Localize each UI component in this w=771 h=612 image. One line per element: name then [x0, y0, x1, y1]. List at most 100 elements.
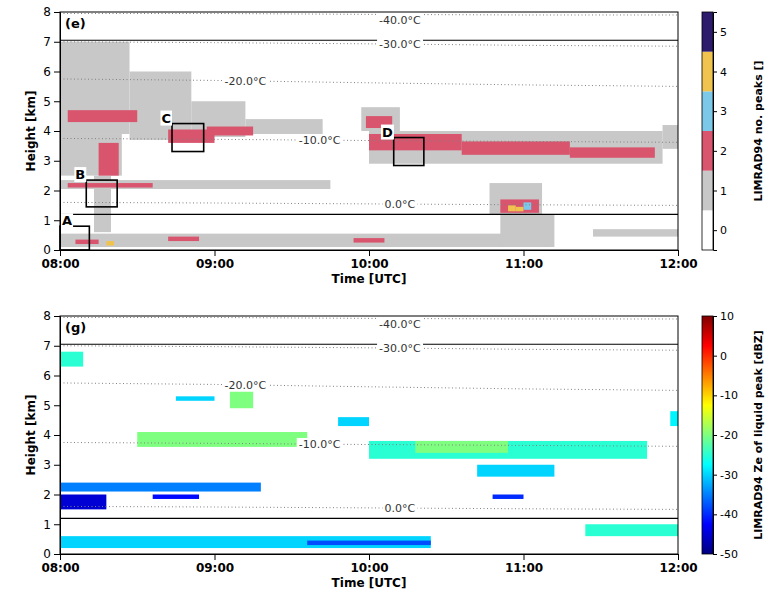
- x-tick: 11:00: [505, 554, 543, 575]
- colorbar-axis: -50-40-30-20-10010: [713, 310, 738, 561]
- cell: [68, 183, 153, 187]
- y-tick-mark: [54, 161, 60, 162]
- y-tick: 3: [43, 458, 60, 472]
- x-tick-label: 09:00: [196, 561, 234, 575]
- cell: [338, 417, 369, 426]
- isotherm-label-group: -30.0°C: [377, 342, 423, 355]
- y-tick-label: 0: [43, 243, 51, 257]
- y-tick-mark: [54, 495, 60, 496]
- x-tick-mark: [369, 250, 370, 256]
- label-background: [377, 14, 423, 27]
- cell: [361, 107, 400, 131]
- plot-frame: [60, 316, 678, 554]
- isotherm-line: [60, 13, 678, 14]
- y-tick-label: 1: [43, 214, 51, 228]
- isotherm-line: [60, 346, 678, 350]
- colorbar-tick-mark: [713, 230, 717, 231]
- x-tick-mark: [678, 250, 679, 256]
- colorbar-tick-label: 4: [720, 66, 727, 79]
- y-tick-mark: [54, 465, 60, 466]
- panel: -40.0°C-30.0°C-20.0°C-10.0°C0.0°CABCD(e)…: [24, 5, 765, 286]
- y-tick-label: 3: [43, 458, 51, 472]
- y-tick-label: 5: [43, 95, 51, 109]
- isotherm-label-group: -10.0°C: [297, 134, 343, 147]
- y-tick-mark: [54, 250, 60, 251]
- colorbar-tick-mark: [713, 395, 717, 396]
- colorbar-frame: [702, 12, 713, 250]
- isotherm-label-group: -20.0°C: [223, 75, 269, 88]
- cell: [99, 143, 119, 176]
- axis-line: [61, 251, 679, 257]
- y-tick: 8: [43, 5, 60, 19]
- y-tick-label: 3: [43, 154, 51, 168]
- y-tick: 2: [43, 488, 60, 502]
- label-background: [61, 213, 73, 228]
- cell: [369, 131, 663, 164]
- y-tick-mark: [54, 405, 60, 406]
- x-tick-mark: [369, 554, 370, 560]
- x-tick-mark: [524, 250, 525, 256]
- colorbar-tick-label: -10: [720, 389, 738, 402]
- y-tick-mark: [54, 220, 60, 221]
- colorbar-tick-label: -30: [720, 469, 738, 482]
- cell: [593, 229, 678, 236]
- y-tick-label: 2: [43, 184, 51, 198]
- cell: [137, 432, 307, 447]
- x-tick-label: 10:00: [350, 561, 388, 575]
- isotherm-label: -10.0°C: [299, 438, 341, 451]
- cell: [60, 134, 122, 176]
- y-tick-mark: [54, 131, 60, 132]
- isotherm-line: [60, 442, 678, 446]
- cell: [307, 541, 431, 545]
- colorbar-tick: 0: [713, 350, 727, 363]
- colorbar-tick: -30: [713, 469, 738, 482]
- y-axis: 012345678: [43, 309, 60, 561]
- cell: [508, 205, 516, 211]
- isotherm-label: 0.0°C: [385, 198, 416, 211]
- box-label-group: D: [381, 125, 394, 140]
- y-tick-label: 1: [43, 518, 51, 532]
- x-tick-label: 08:00: [41, 561, 79, 575]
- colorbar: [702, 12, 713, 250]
- figure: -40.0°C-30.0°C-20.0°C-10.0°C0.0°CABCD(e)…: [0, 0, 771, 612]
- y-tick-label: 8: [43, 309, 51, 323]
- cell: [60, 180, 330, 189]
- reference-line: [60, 518, 678, 519]
- isotherm-label-group: 0.0°C: [383, 198, 418, 211]
- colorbar-tick: 3: [713, 105, 727, 118]
- x-tick-label: 12:00: [659, 561, 697, 575]
- colorbar-tick: -20: [713, 429, 738, 442]
- colorbar-tick-mark: [713, 32, 717, 33]
- cell: [60, 352, 83, 367]
- cell: [168, 237, 199, 241]
- y-tick: 6: [43, 65, 60, 79]
- box-label-group: B: [74, 167, 86, 182]
- y-tick-label: 2: [43, 488, 51, 502]
- x-tick: 12:00: [659, 554, 697, 575]
- colorbar-frame: [702, 316, 713, 554]
- colorbar-tick-mark: [713, 151, 717, 152]
- annotation-box: [60, 226, 89, 250]
- label-background: [383, 198, 418, 211]
- colorbar-tick-mark: [713, 435, 717, 436]
- isotherm-line: [60, 383, 678, 390]
- y-tick: 5: [43, 399, 60, 413]
- y-tick-label: 7: [43, 35, 51, 49]
- colorbar-tick-mark: [713, 514, 717, 515]
- colorbar-tick: -40: [713, 508, 738, 521]
- colorbar-tick-label: -20: [720, 429, 738, 442]
- annotation-box: [394, 138, 424, 166]
- isotherm-label: -40.0°C: [379, 318, 421, 331]
- colorbar-tick-label: 0: [720, 224, 727, 237]
- cell: [670, 411, 678, 426]
- x-axis: 08:0009:0010:0011:0012:00: [41, 250, 697, 271]
- cell: [60, 536, 431, 548]
- x-tick-mark: [524, 554, 525, 560]
- cell: [245, 119, 322, 134]
- y-tick: 6: [43, 369, 60, 383]
- colorbar-tick-label: -40: [720, 508, 738, 521]
- y-tick: 0: [43, 243, 60, 257]
- cell: [153, 495, 199, 499]
- y-tick: 0: [43, 547, 60, 561]
- y-tick-label: 4: [43, 428, 51, 442]
